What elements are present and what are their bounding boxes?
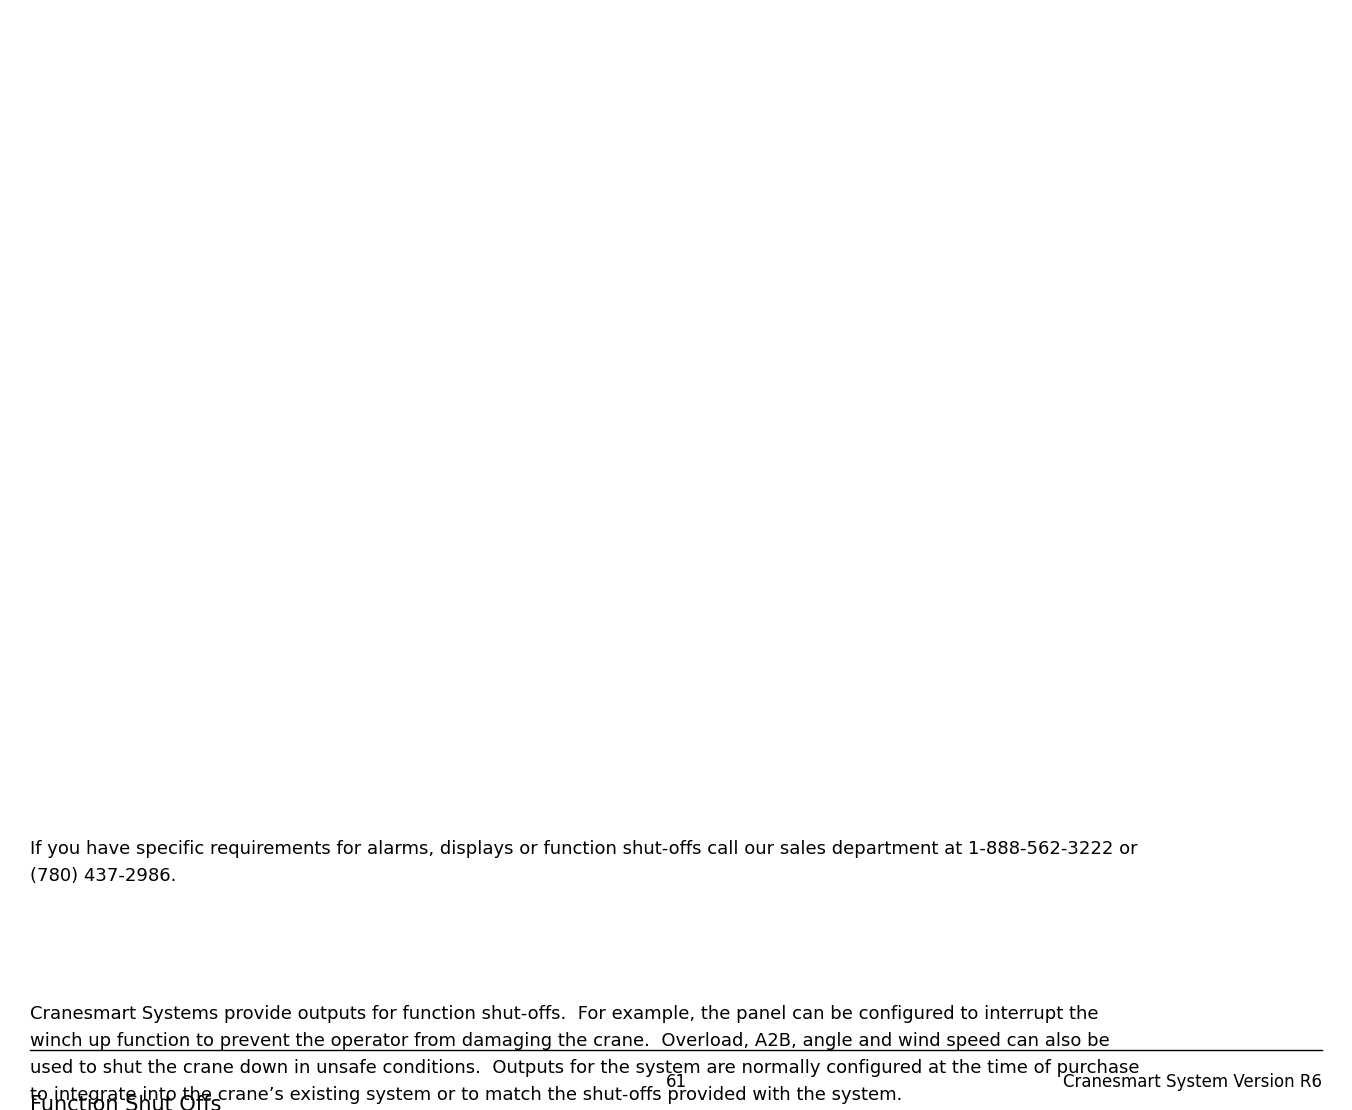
Text: winch up function to prevent the operator from damaging the crane.  Overload, A2: winch up function to prevent the operato… [30,1032,1110,1050]
Text: Cranesmart Systems provide outputs for function shut-offs.  For example, the pan: Cranesmart Systems provide outputs for f… [30,1005,1098,1023]
Text: to integrate into the crane’s existing system or to match the shut-offs provided: to integrate into the crane’s existing s… [30,1086,902,1104]
Text: If you have specific requirements for alarms, displays or function shut-offs cal: If you have specific requirements for al… [30,840,1137,858]
Text: (780) 437-2986.: (780) 437-2986. [30,867,176,885]
Text: 61: 61 [665,1073,687,1091]
Text: Cranesmart System Version R6: Cranesmart System Version R6 [1063,1073,1322,1091]
Text: used to shut the crane down in unsafe conditions.  Outputs for the system are no: used to shut the crane down in unsafe co… [30,1059,1140,1077]
Text: Function Shut Offs: Function Shut Offs [30,1094,222,1110]
